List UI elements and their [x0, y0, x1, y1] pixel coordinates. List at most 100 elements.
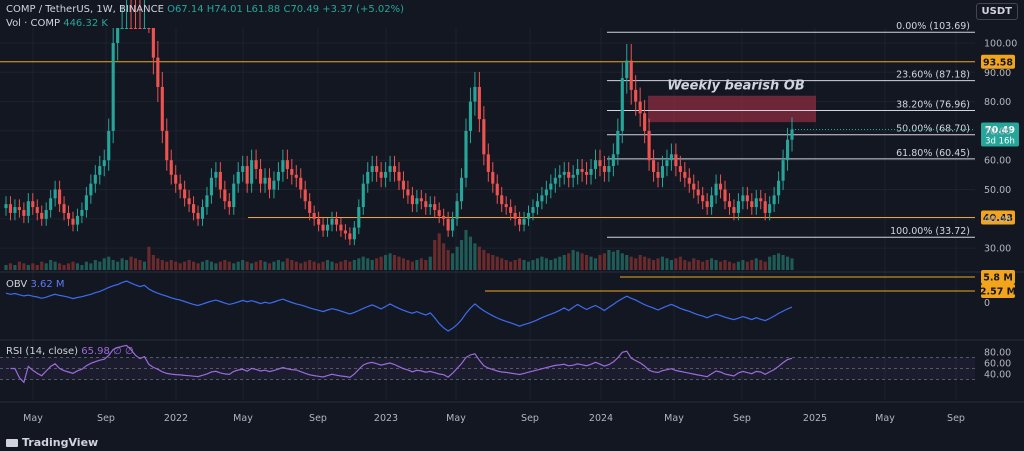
volume-bar	[571, 250, 575, 270]
volume-bar	[522, 260, 526, 270]
candle-body	[500, 195, 504, 205]
candle-body	[17, 207, 21, 211]
volume-bar	[258, 260, 263, 270]
volume-bar	[401, 258, 406, 270]
volume-bar	[330, 261, 334, 270]
candle-body	[361, 183, 365, 208]
candle-body	[522, 218, 526, 225]
volume-bar	[415, 260, 419, 270]
x-tick-label: May	[446, 413, 466, 424]
candle-body	[750, 201, 754, 208]
candle-body	[397, 171, 401, 181]
candle-body	[384, 171, 388, 178]
x-tick-label: May	[875, 413, 895, 424]
candle-body	[625, 60, 629, 79]
candle-body	[451, 218, 455, 231]
candle-body	[696, 189, 700, 196]
volume-bar	[35, 265, 39, 270]
volume-bar	[428, 256, 432, 270]
currency-button[interactable]: USDT	[975, 3, 1018, 20]
volume-bar	[196, 263, 200, 270]
volume-bar	[705, 260, 709, 270]
candle-body	[183, 189, 187, 199]
x-tick-label: Sep	[521, 413, 539, 424]
obv-legend: OBV 3.62 M	[6, 279, 65, 290]
volume-bar	[4, 265, 8, 270]
symbol-legend: COMP / TetherUS, 1W, BINANCE O67.14 H74.…	[6, 4, 405, 15]
volume-bar	[299, 263, 303, 270]
volume-bar	[777, 253, 781, 270]
candle-body	[98, 166, 102, 175]
candle-body	[513, 212, 517, 219]
volume-bar	[696, 260, 700, 270]
volume-bar	[26, 265, 30, 270]
volume-bar	[651, 260, 656, 270]
volume-bar	[442, 243, 446, 270]
volume-bar	[768, 256, 772, 270]
volume-bar	[138, 260, 142, 270]
volume-bar	[116, 261, 120, 270]
volume-bar	[366, 258, 370, 270]
obv-level-text: 5.8 M	[983, 273, 1013, 284]
exchange-label: BINANCE	[118, 4, 164, 15]
candle-body	[741, 195, 745, 202]
candle-body	[580, 168, 584, 172]
candle-body	[22, 210, 26, 216]
candle-body	[254, 160, 258, 169]
candle-body	[75, 215, 80, 225]
volume-bar	[375, 258, 379, 270]
volume-bar	[392, 255, 397, 270]
candle-body	[701, 195, 705, 202]
order-block-label: Weekly bearish OB	[667, 79, 805, 94]
volume-bar	[58, 263, 62, 270]
candle-body	[428, 204, 432, 208]
candle-body	[651, 160, 656, 172]
brand-label: TradingView	[22, 436, 99, 449]
volume-bar	[540, 256, 544, 270]
candle-body	[424, 201, 428, 208]
candle-body	[736, 201, 740, 213]
candle-body	[334, 218, 339, 225]
candle-body	[379, 171, 383, 178]
candle-body	[281, 160, 285, 172]
candle-body	[232, 183, 236, 208]
fib-label: 23.60% (87.18)	[896, 70, 970, 81]
volume-bar	[620, 253, 624, 270]
volume-bar	[84, 261, 88, 270]
volume-bar	[678, 256, 682, 270]
candle-body	[504, 204, 508, 208]
level-price-text: 93.58	[983, 57, 1013, 68]
volume-bar	[683, 260, 687, 270]
volume-bar	[602, 253, 606, 270]
candle-body	[205, 195, 209, 208]
candle-body	[62, 204, 66, 213]
volume-bar	[142, 261, 147, 270]
volume-bar	[169, 260, 173, 270]
candle-body	[607, 166, 611, 172]
volume-bar	[147, 246, 151, 270]
candle-body	[669, 154, 673, 161]
candle-body	[267, 177, 272, 190]
x-tick-label: 2023	[374, 413, 398, 424]
volume-bar	[611, 251, 615, 270]
volume-legend: Vol · COMP 446.32 K	[6, 18, 108, 29]
volume-bar	[209, 261, 213, 270]
volume-bar	[643, 256, 647, 270]
candle-body	[459, 177, 464, 202]
candle-body	[325, 224, 330, 231]
candle-body	[718, 183, 723, 190]
last-price-tag	[981, 122, 1019, 147]
candle-body	[589, 168, 593, 175]
volume-bar	[361, 256, 365, 270]
volume-bar	[31, 263, 35, 270]
volume-bar	[741, 260, 745, 270]
volume-bar	[267, 263, 272, 270]
brand-logo[interactable]: TradingView	[6, 436, 98, 449]
volume-bar	[53, 261, 57, 270]
candle-body	[4, 204, 8, 209]
candle-body	[276, 171, 280, 181]
candle-body	[339, 224, 343, 231]
volume-bar	[419, 258, 423, 270]
candle-body	[352, 227, 356, 240]
